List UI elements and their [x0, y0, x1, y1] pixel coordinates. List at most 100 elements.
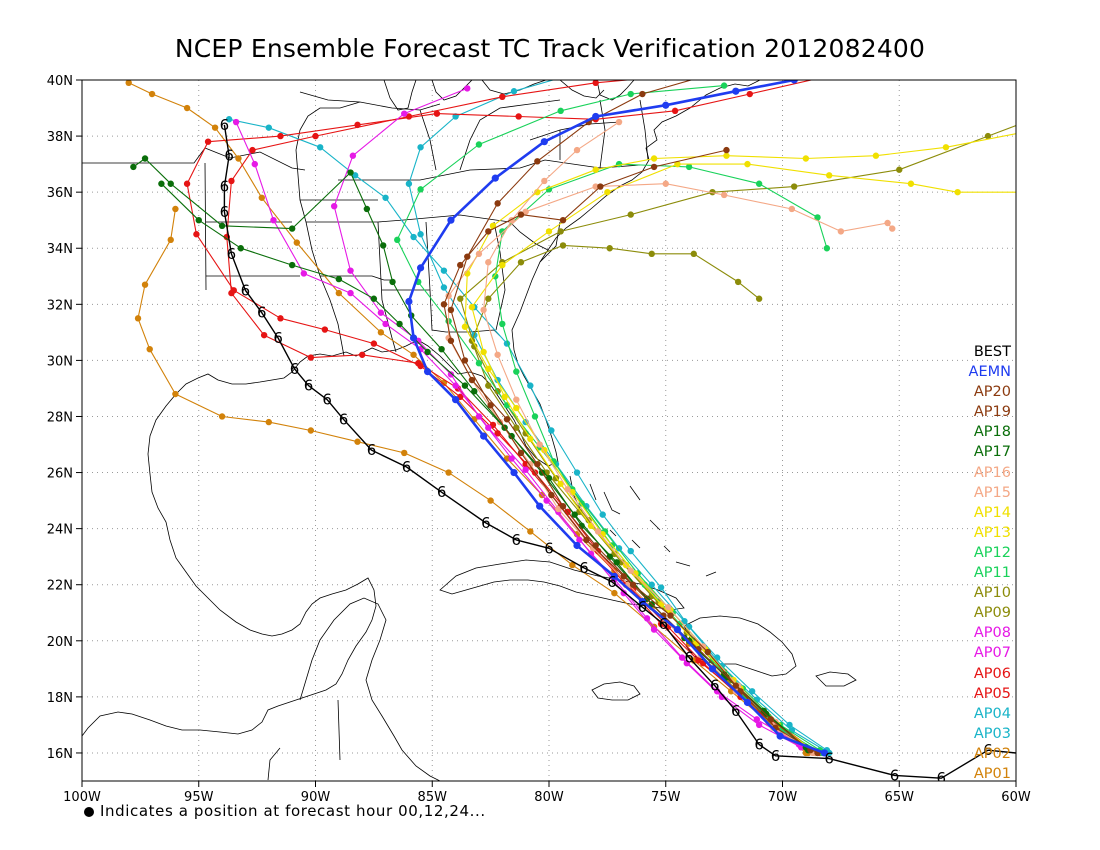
- track-point-ap13: [674, 160, 681, 168]
- track-line-ap04: [228, 118, 830, 754]
- track-point-aemn: [423, 368, 432, 376]
- track-point-ap10: [984, 132, 992, 140]
- track-point-ap08: [452, 382, 459, 389]
- track-line-ap20: [443, 149, 818, 754]
- y-tick-label: 20N: [47, 635, 73, 650]
- track-point-aemn: [776, 732, 784, 740]
- track-point-aemn: [638, 597, 647, 606]
- track-point-ap19: [620, 573, 627, 580]
- track-point-ap20: [667, 612, 674, 619]
- track-point-ap07: [508, 455, 515, 462]
- track-point-ap14: [723, 152, 730, 159]
- track-point-ap02: [146, 345, 153, 353]
- track-point-ap18: [218, 222, 226, 230]
- track-point-ap06: [494, 430, 501, 437]
- legend-entry-ap18: AP18: [973, 424, 1011, 441]
- y-tick-label: 36N: [47, 186, 73, 201]
- best-track-hurricane-symbol: 6: [481, 514, 491, 532]
- track-point-ap02: [172, 205, 179, 213]
- best-track-hurricane-symbol: 6: [220, 178, 230, 196]
- track-point-ap02: [445, 469, 452, 476]
- track-point-ap10: [471, 343, 478, 350]
- bahamas-islands: [569, 475, 717, 577]
- track-point-ap13: [501, 393, 508, 401]
- track-point-ap12: [499, 320, 506, 328]
- track-point-ap01: [440, 379, 448, 387]
- track-point-ap05: [260, 331, 268, 339]
- track-point-aemn: [732, 87, 740, 95]
- y-tick-label: 32N: [47, 298, 73, 313]
- track-point-aemn: [708, 665, 717, 673]
- track-point-ap10: [457, 295, 464, 302]
- track-point-ap02: [265, 418, 272, 426]
- track-point-ap12: [578, 500, 585, 507]
- coastline-and-borders: [82, 80, 857, 781]
- track-point-ap15: [480, 306, 487, 314]
- best-track-hurricane-symbol: 6: [710, 677, 720, 695]
- track-point-ap10: [709, 188, 716, 196]
- track-point-ap16: [522, 208, 529, 215]
- best-track-hurricane-symbol: 6: [771, 747, 781, 765]
- track-point-ap19: [583, 536, 590, 544]
- track-point-ap20: [468, 376, 476, 384]
- atlantic-coastline: [82, 80, 761, 737]
- track-point-ap19: [699, 80, 703, 81]
- best-track-hurricane-symbol: 6: [607, 573, 617, 591]
- track-point-ap01: [148, 90, 156, 98]
- track-point-ap04: [548, 427, 555, 434]
- track-point-ap09: [755, 295, 763, 302]
- track-point-ap01: [410, 351, 417, 358]
- track-point-ap20: [447, 337, 455, 344]
- axis-ticks: 100W 95W 90W 85W 80W 75W 70W 65W 60W 16N 18N 20N 22N…: [47, 74, 1031, 805]
- track-point-ap19: [487, 402, 494, 409]
- track-point-ap18: [471, 388, 478, 395]
- track-point-ap19: [639, 90, 646, 98]
- y-tick-label: 24N: [47, 523, 73, 538]
- track-point-ap16: [555, 505, 562, 513]
- track-point-ap08: [620, 589, 627, 597]
- track-point-ap14: [592, 166, 599, 173]
- track-point-ap15: [615, 118, 623, 126]
- track-point-ap02: [527, 528, 534, 535]
- best-track-hurricane-symbol: 6: [273, 329, 283, 347]
- track-point-ap05: [744, 71, 750, 77]
- track-point-ap16: [788, 205, 796, 213]
- track-point-aemn: [536, 502, 544, 510]
- track-point-ap03: [569, 71, 575, 77]
- track-point-ap15: [594, 528, 602, 535]
- track-point-ap02: [611, 589, 618, 597]
- legend-entry-ap10: AP10: [973, 585, 1011, 602]
- track-point-ap10: [1060, 105, 1066, 111]
- track-point-ap20: [534, 460, 541, 468]
- track-point-ap02: [354, 438, 361, 445]
- track-point-ap06: [417, 362, 424, 370]
- track-point-ap19: [461, 357, 469, 364]
- central-america-coastline: [267, 597, 441, 781]
- track-point-ap02: [218, 413, 226, 420]
- track-point-ap11: [394, 236, 401, 244]
- track-point-ap20: [650, 163, 658, 171]
- track-point-ap05: [499, 93, 506, 101]
- track-point-ap12: [615, 160, 623, 168]
- track-point-ap04: [265, 124, 272, 131]
- track-point-ap02: [690, 657, 697, 664]
- track-line-ap19: [450, 80, 811, 751]
- track-point-ap14: [650, 155, 658, 162]
- legend-entry-ap15: AP15: [973, 484, 1011, 501]
- track-point-ap08: [522, 466, 529, 473]
- legend-entry-ap11: AP11: [973, 565, 1011, 582]
- track-point-ap13: [744, 160, 751, 168]
- track-point-ap15: [699, 643, 707, 650]
- track-point-ap02: [167, 236, 174, 244]
- track-point-ap17: [424, 348, 431, 356]
- track-point-ap04: [382, 194, 389, 201]
- track-point-ap20: [723, 146, 730, 154]
- track-point-ap12: [823, 245, 831, 252]
- track-point-aemn: [743, 698, 752, 707]
- track-point-ap01: [258, 194, 265, 201]
- y-tick-label: 30N: [47, 354, 73, 369]
- track-point-ap02: [172, 390, 179, 398]
- cuba-coastline: [439, 559, 685, 611]
- track-point-ap06: [277, 132, 284, 140]
- y-tick-label: 22N: [47, 579, 73, 594]
